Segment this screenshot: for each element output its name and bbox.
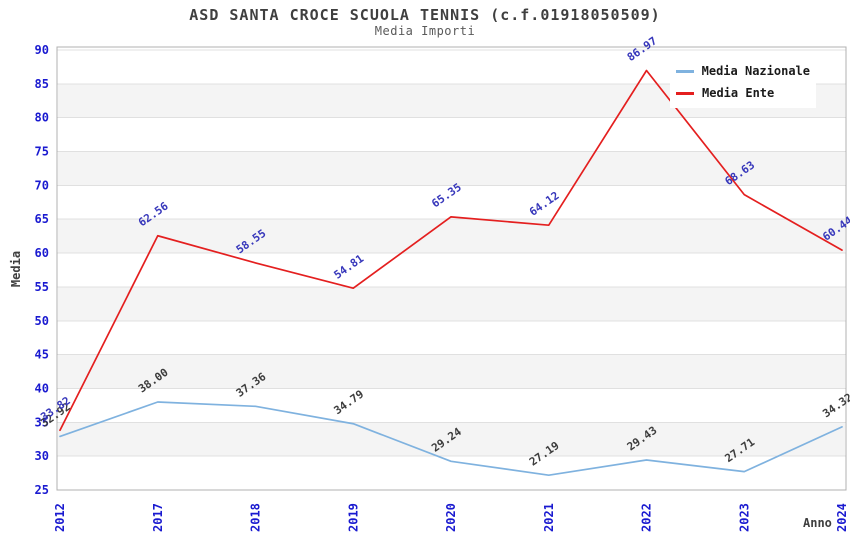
data-label: 34.79: [332, 388, 367, 418]
x-tick-label: 2017: [151, 503, 165, 532]
x-tick-label: 2012: [53, 503, 67, 532]
y-tick-label: 40: [35, 381, 49, 395]
y-tick-label: 50: [35, 314, 49, 328]
y-tick-label: 80: [35, 111, 49, 125]
legend: Media Nazionale Media Ente: [670, 56, 816, 108]
legend-item: Media Nazionale: [676, 60, 810, 82]
y-tick-label: 25: [35, 483, 49, 497]
x-axis-title: Anno: [803, 516, 832, 530]
y-tick-label: 55: [35, 280, 49, 294]
grid-band: [58, 286, 845, 321]
chart-subtitle: Media Importi: [374, 24, 476, 38]
y-tick-label: 45: [35, 348, 49, 362]
series-line-media-nazionale: [59, 401, 843, 477]
y-tick-label: 75: [35, 145, 49, 159]
y-tick-label: 60: [35, 246, 49, 260]
series-line-media-ente: [59, 69, 843, 432]
y-tick-label: 90: [35, 43, 49, 57]
y-tick-label: 70: [35, 178, 49, 192]
x-tick-label: 2022: [640, 503, 654, 532]
x-tick-label: 2019: [346, 503, 360, 532]
legend-item: Media Ente: [676, 82, 810, 104]
chart-title: ASD SANTA CROCE SCUOLA TENNIS (c.f.01918…: [189, 6, 661, 24]
grid-band: [58, 422, 845, 457]
y-tick-label: 65: [35, 212, 49, 226]
x-tick-label: 2018: [249, 503, 263, 532]
x-tick-label: 2020: [444, 503, 458, 532]
data-label: 86.97: [625, 34, 660, 64]
legend-label: Media Nazionale: [701, 64, 810, 78]
plot-border: [56, 46, 847, 491]
legend-label: Media Ente: [702, 86, 775, 100]
legend-swatch-icon: [676, 91, 694, 95]
y-tick-label: 30: [35, 449, 49, 463]
x-tick-label: 2021: [542, 503, 556, 532]
grid-band: [58, 219, 845, 254]
x-tick-label: 2023: [737, 503, 751, 532]
y-tick-label: 35: [35, 415, 49, 429]
y-tick-label: 85: [35, 77, 49, 91]
legend-swatch-icon: [676, 69, 694, 73]
x-tick-label: 2024: [835, 503, 849, 532]
y-axis-title: Media: [9, 250, 23, 288]
grid-band: [58, 354, 845, 389]
data-label: 54.81: [332, 252, 367, 282]
